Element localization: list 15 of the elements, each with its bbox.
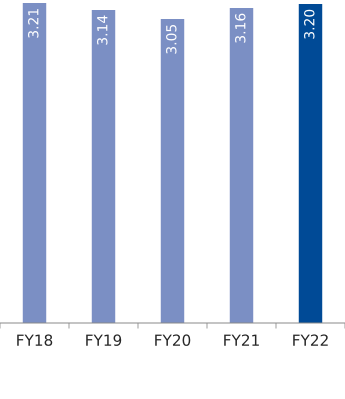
data-label: 3.20 (304, 10, 315, 39)
bar (230, 8, 254, 323)
bar (298, 4, 322, 323)
x-tick-label: FY21 (224, 334, 259, 346)
x-tick-label: FY18 (17, 334, 52, 346)
data-label: 3.16 (235, 14, 246, 43)
bar (92, 10, 116, 323)
x-tick-label: FY20 (155, 334, 190, 346)
bar (22, 3, 46, 323)
data-label: 3.05 (166, 24, 177, 54)
data-label: 3.14 (97, 16, 108, 45)
x-tick-label: FY19 (86, 334, 122, 346)
data-label: 3.21 (28, 9, 39, 38)
x-tick-label: FY22 (293, 334, 328, 346)
bar (160, 18, 184, 323)
